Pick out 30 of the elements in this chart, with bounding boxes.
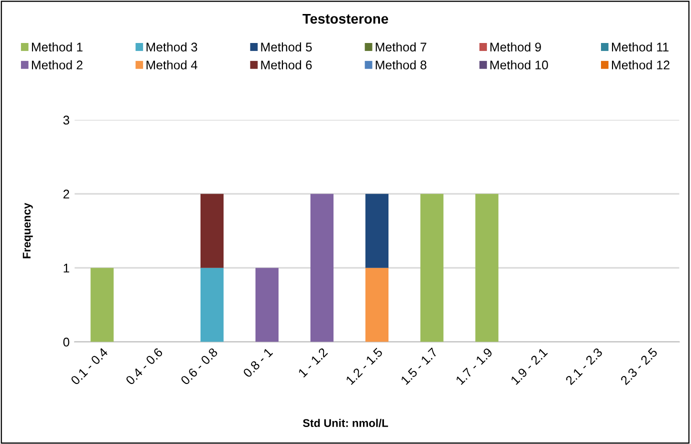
legend-label: Method 6: [261, 60, 312, 70]
x-tick-label: 1.7 - 1.9: [455, 347, 493, 385]
y-tick-label: 2: [63, 190, 70, 198]
x-tick-label: 1.9 - 2.1: [510, 347, 548, 385]
legend-label: Method 7: [376, 42, 426, 52]
legend-label: Method 2: [32, 60, 82, 70]
x-tick-label: 0.6 - 0.8: [180, 347, 218, 386]
y-axis-title: Frequency: [22, 202, 33, 258]
legend-label: Method 9: [490, 42, 541, 52]
legend-label: Method 10: [490, 60, 548, 70]
y-tick-label: 3: [63, 116, 70, 125]
x-tick-label: 2.3 - 2.5: [620, 347, 658, 386]
legend-label: Method 3: [146, 42, 198, 52]
legend-label: Method 1: [32, 42, 82, 52]
y-tick-label: 0: [63, 338, 70, 347]
legend-label: Method 5: [261, 42, 312, 52]
x-tick-label: 0.4 - 0.6: [125, 347, 164, 386]
x-tick-label: 0.1 - 0.4: [70, 347, 108, 386]
chart-title: Testosterone: [302, 14, 388, 24]
y-tick-label: 1: [64, 264, 70, 272]
x-tick-label: 1 - 1.2: [298, 347, 328, 378]
x-tick-label: 0.8 - 1: [242, 347, 274, 378]
x-tick-label: 1.5 - 1.7: [400, 348, 438, 385]
legend-label: Method 8: [376, 60, 426, 70]
legend-label: Method 11: [612, 42, 669, 52]
x-tick-label: 1.2 - 1.5: [345, 347, 384, 385]
legend-label: Method 12: [612, 60, 670, 70]
legend-label: Method 4: [146, 60, 198, 70]
x-axis-title: Std Unit: nmol/L: [302, 418, 388, 428]
x-tick-label: 2.1 - 2.3: [565, 347, 603, 386]
